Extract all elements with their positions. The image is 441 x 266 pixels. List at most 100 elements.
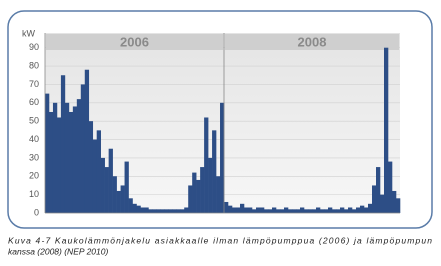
bar xyxy=(252,209,257,213)
bar xyxy=(328,207,333,213)
bar xyxy=(396,198,401,213)
bar xyxy=(108,148,113,213)
bar xyxy=(320,209,325,213)
y-tick-label: 80 xyxy=(29,60,39,70)
bar xyxy=(156,209,161,213)
bar xyxy=(240,203,245,213)
bar xyxy=(196,179,201,213)
bar xyxy=(384,47,389,213)
bar xyxy=(340,207,345,213)
bar xyxy=(168,209,173,213)
bar xyxy=(220,102,225,213)
bar xyxy=(248,207,253,213)
bar xyxy=(268,209,273,213)
panel-label: 2008 xyxy=(298,34,327,49)
y-axis-label: kW xyxy=(22,28,36,38)
bar xyxy=(104,167,109,213)
bar xyxy=(68,111,74,213)
bar xyxy=(172,209,177,213)
bar xyxy=(380,194,385,213)
bar xyxy=(364,207,369,213)
bar xyxy=(316,207,321,213)
bar xyxy=(92,139,98,213)
bar xyxy=(180,209,185,213)
bar xyxy=(244,207,249,213)
bar xyxy=(216,176,221,213)
bar xyxy=(308,209,313,213)
y-tick-label: 70 xyxy=(29,79,39,89)
panel-header xyxy=(225,34,399,50)
bar xyxy=(48,111,54,213)
panel-header xyxy=(46,34,223,50)
bar xyxy=(356,207,361,213)
bar xyxy=(280,209,285,213)
bar xyxy=(208,157,213,213)
bar xyxy=(228,205,233,213)
bar xyxy=(224,201,229,213)
bar xyxy=(188,185,193,213)
bar xyxy=(116,190,121,213)
bar xyxy=(292,209,297,213)
bar xyxy=(176,209,181,213)
bar xyxy=(124,161,129,213)
bar xyxy=(272,207,277,213)
bar xyxy=(96,130,101,213)
bar xyxy=(132,203,137,213)
bar xyxy=(184,207,189,213)
bar xyxy=(204,117,209,213)
bar xyxy=(192,172,197,213)
bar xyxy=(72,106,78,213)
bar xyxy=(236,207,241,213)
bar xyxy=(64,102,70,213)
bar xyxy=(45,93,50,213)
bar xyxy=(368,203,373,213)
y-tick-label: 30 xyxy=(29,152,39,162)
panel-label: 2006 xyxy=(120,34,149,49)
bar xyxy=(392,190,397,213)
bar xyxy=(336,209,341,213)
bar xyxy=(100,157,105,213)
bar xyxy=(312,209,317,213)
bar xyxy=(344,209,349,213)
bar xyxy=(136,205,141,213)
bar xyxy=(84,69,90,213)
y-tick-label: 10 xyxy=(29,189,39,199)
y-tick-label: 50 xyxy=(29,116,39,126)
bar xyxy=(360,205,365,213)
bar xyxy=(52,102,58,213)
bar xyxy=(148,209,153,213)
bar xyxy=(144,207,149,213)
bar xyxy=(264,209,269,213)
bar xyxy=(260,207,265,213)
bar xyxy=(140,207,145,213)
bar xyxy=(76,99,82,213)
bar xyxy=(296,209,301,213)
y-tick-label: 90 xyxy=(29,42,39,52)
caption-line: Kuva 4-7 Kaukolämmönjakelu asiakkaalle i… xyxy=(8,235,432,245)
bar xyxy=(352,209,357,213)
bar xyxy=(212,130,217,213)
bar xyxy=(232,207,237,213)
y-tick-label: 0 xyxy=(34,207,39,217)
bar xyxy=(60,75,66,213)
bar xyxy=(80,84,86,213)
y-tick-label: 40 xyxy=(29,134,39,144)
bar xyxy=(164,209,169,213)
bar xyxy=(348,207,353,213)
bar xyxy=(112,176,117,213)
bar xyxy=(256,207,261,213)
y-tick-label: 20 xyxy=(29,171,39,181)
bar xyxy=(332,209,337,213)
bar xyxy=(152,209,157,213)
bar xyxy=(200,167,205,213)
bar xyxy=(388,161,393,213)
bar xyxy=(88,121,94,213)
bar xyxy=(56,117,62,213)
bar xyxy=(372,185,377,213)
bar xyxy=(120,185,125,213)
bar xyxy=(284,207,289,213)
bar xyxy=(128,198,133,213)
bar xyxy=(324,209,329,213)
bar xyxy=(276,209,281,213)
